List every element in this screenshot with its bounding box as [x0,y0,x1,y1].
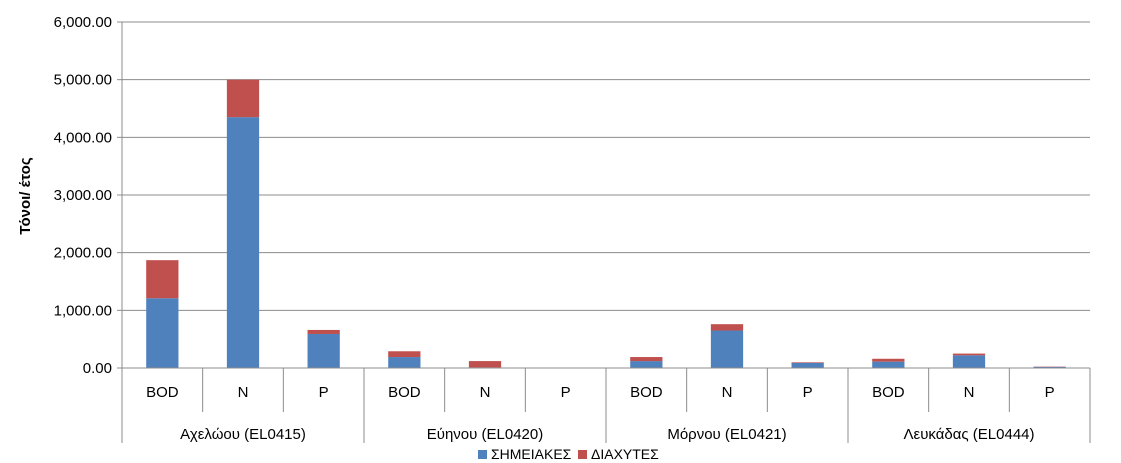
legend-swatch [578,450,587,459]
bar-segment-diaxytes [226,79,260,118]
y-tick-label: 0.00 [83,360,112,377]
bar-segment-simeiakes [1033,366,1066,368]
bar-segment-simeiakes [307,333,340,368]
bar-segment-diaxytes [952,353,986,356]
x-group-label: Εύηνου (EL0420) [427,426,543,443]
legend-item: ΔΙΑΧΥΤΕΣ [578,446,659,462]
bar-segment-simeiakes [872,361,905,368]
x-group-label: Λευκάδας (EL0444) [903,426,1034,443]
y-tick-label: 6,000.00 [54,14,112,31]
legend-swatch [478,450,487,459]
bar-segment-simeiakes [388,357,421,368]
bars [146,79,1066,369]
x-category-label: N [480,384,491,401]
x-category-label: P [319,384,329,401]
y-tick-label: 5,000.00 [54,72,112,89]
bar-segment-diaxytes [468,361,502,368]
x-category-label: BOD [872,384,905,401]
y-tick-label: 2,000.00 [54,245,112,262]
bar-segment-simeiakes [146,298,179,368]
y-axis-ticks: 0.00 1,000.00 2,000.00 3,000.00 4,000.00 5,00… [54,14,122,377]
x-category-label: N [238,384,249,401]
x-axis-labels: BOD N P BOD N P BOD N P BOD N P Αχελώου (EL0415) Εύην… [146,384,1055,443]
x-category-label: P [1045,384,1055,401]
x-category-label: N [964,384,975,401]
axes [121,22,1091,443]
y-tick-label: 4,000.00 [54,129,112,146]
bar-segment-simeiakes [710,330,744,368]
x-group-label: Μόρνου (EL0421) [667,426,786,443]
bar-segment-diaxytes [710,324,744,331]
legend: ΣΗΜΕΙΑΚΕΣ ΔΙΑΧΥΤΕΣ [478,446,659,462]
x-category-label: P [803,384,813,401]
bar-segment-diaxytes [872,358,905,362]
bar-segment-diaxytes [630,357,663,362]
legend-label: ΣΗΜΕΙΑΚΕΣ [491,446,572,462]
x-category-label: BOD [146,384,179,401]
x-group-label: Αχελώου (EL0415) [180,426,306,443]
bar-segment-simeiakes [630,361,663,368]
bar-segment-diaxytes [791,362,824,363]
x-category-label: BOD [630,384,663,401]
bar-segment-simeiakes [791,362,824,368]
bar-segment-diaxytes [307,329,340,334]
y-tick-label: 1,000.00 [54,302,112,319]
bar-segment-diaxytes [146,260,179,299]
bar-segment-simeiakes [226,117,260,369]
legend-label: ΔΙΑΧΥΤΕΣ [591,446,659,462]
legend-item: ΣΗΜΕΙΑΚΕΣ [478,446,572,462]
y-tick-label: 3,000.00 [54,187,112,204]
y-axis-title: Τόνοι/ έτος [17,157,34,234]
x-category-label: BOD [388,384,421,401]
gridlines [122,21,1090,311]
bar-segment-simeiakes [952,355,986,368]
bar-segment-diaxytes [388,351,421,358]
x-category-label: N [722,384,733,401]
x-category-label: P [561,384,571,401]
